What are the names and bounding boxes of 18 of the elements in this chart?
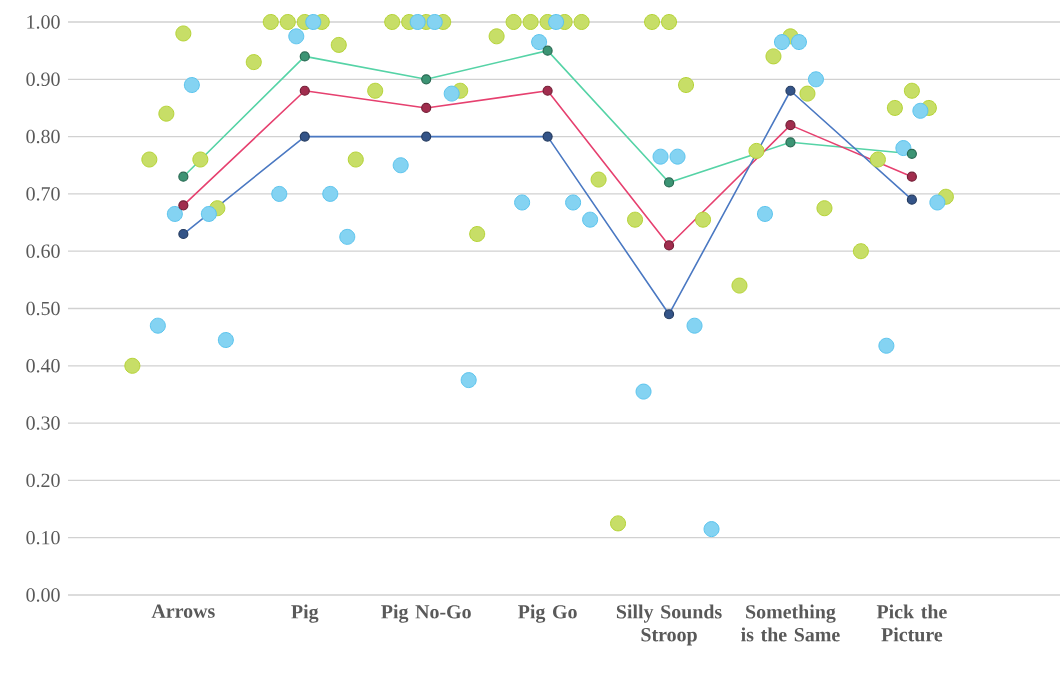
y-tick-label: 0.60 — [26, 244, 60, 258]
y-tick-label: 0.70 — [26, 187, 60, 201]
x-tick-label: Pig No-Go — [381, 604, 471, 623]
y-tick-label: 0.00 — [26, 588, 60, 602]
x-tick-label: Silly Sounds Stroop — [616, 604, 722, 646]
y-tick-label: 0.50 — [26, 301, 60, 316]
x-tick-label: Pick the Picture — [876, 604, 947, 642]
y-tick-label: 0.80 — [26, 129, 60, 144]
y-tick-label: 0.20 — [26, 473, 60, 488]
x-tick-label: Something is the Same — [741, 604, 840, 642]
y-tick-label: 1.00 — [27, 15, 60, 29]
y-tick-label: 0.10 — [26, 530, 60, 545]
y-tick-label: 0.30 — [26, 416, 60, 430]
x-tick-label: Pig Go — [518, 604, 577, 623]
y-tick-label: 0.40 — [26, 359, 60, 373]
x-tick-label: Arrows — [151, 604, 215, 618]
x-tick-label: Pig — [291, 604, 319, 623]
y-tick-label: 0.90 — [26, 72, 60, 87]
